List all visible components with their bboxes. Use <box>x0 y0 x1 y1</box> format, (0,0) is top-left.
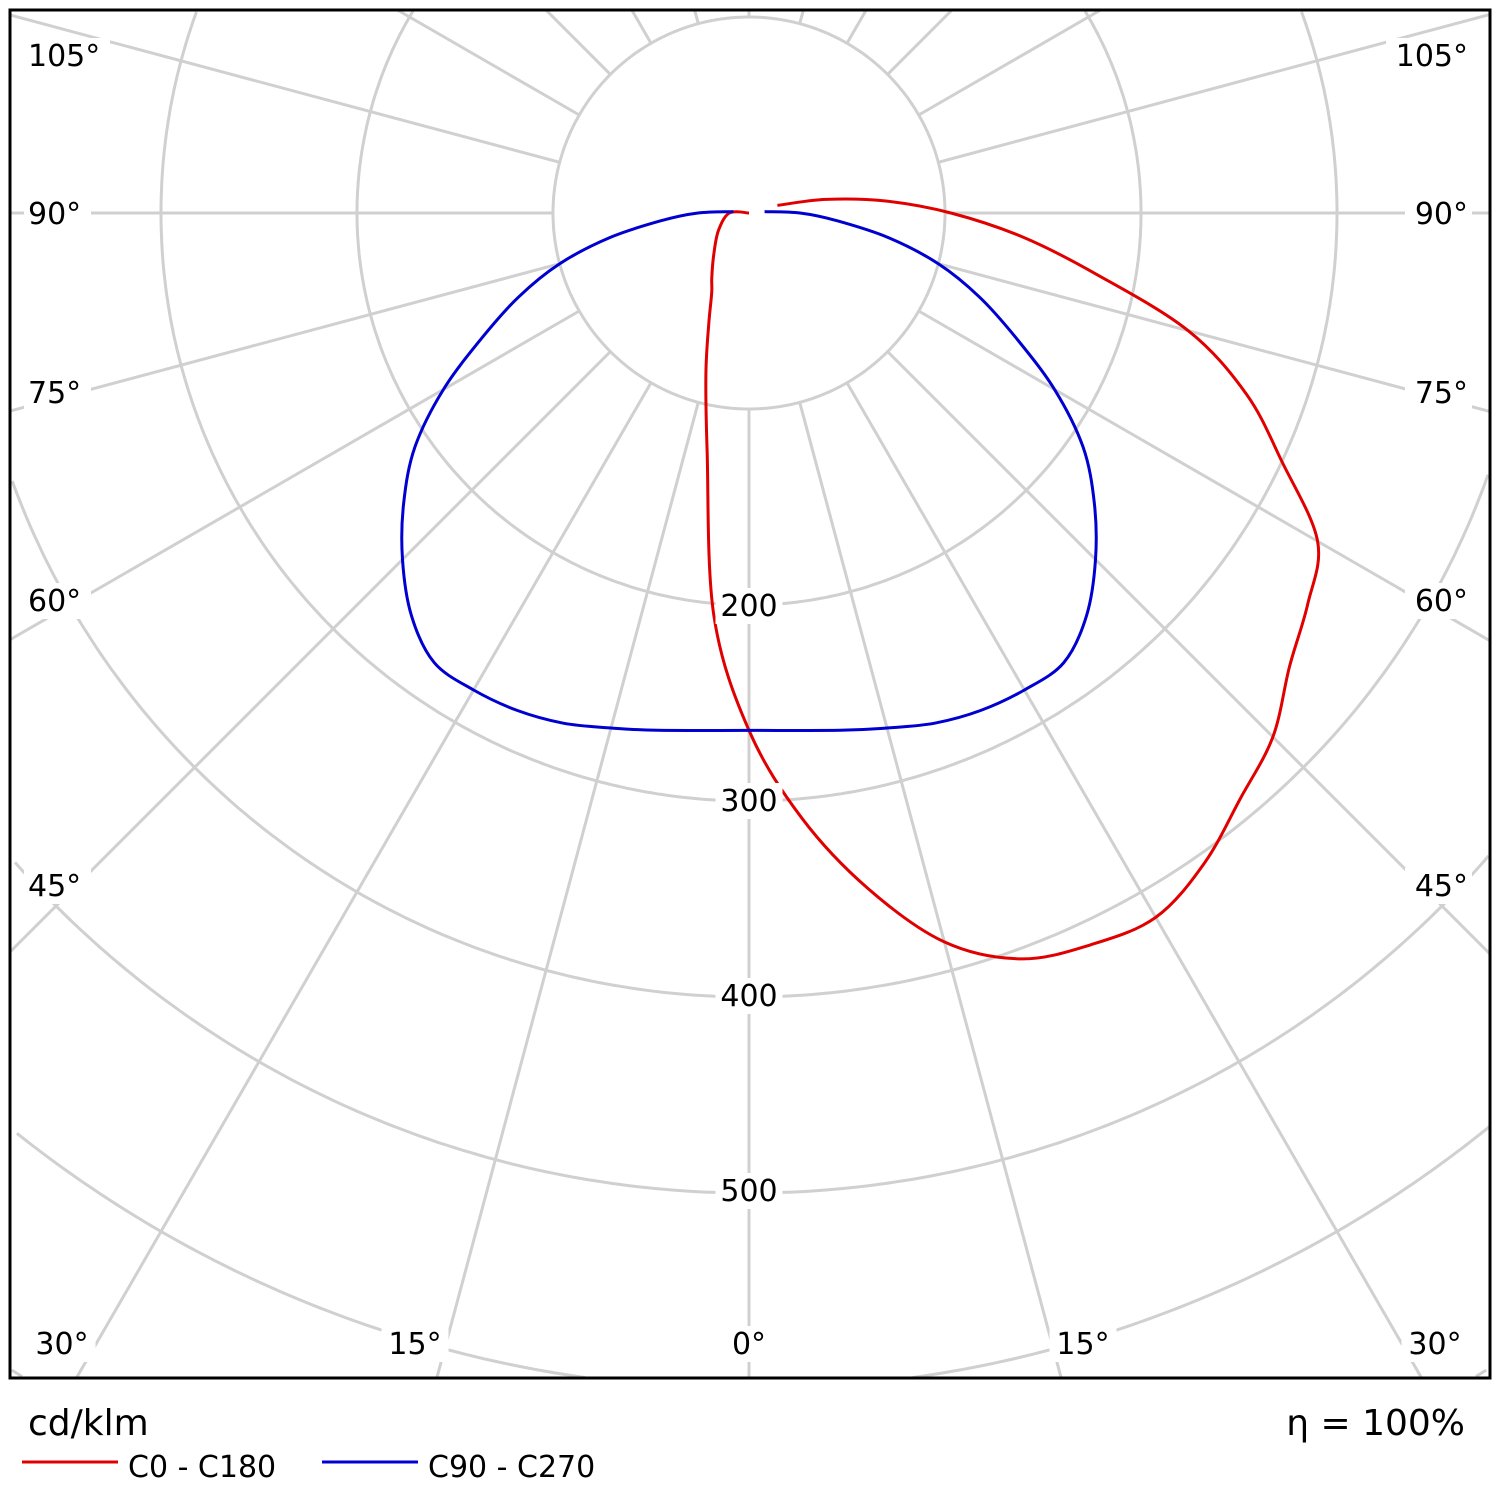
angle-label-right: 90° <box>1415 197 1468 232</box>
grid-spoke <box>845 10 868 45</box>
grid-spoke <box>10 262 561 413</box>
radial-tick-label: 500 <box>720 1174 777 1209</box>
angle-label-bottom: 15° <box>388 1327 441 1362</box>
angle-label-left: 90° <box>28 197 81 232</box>
angle-label-bottom-bg <box>381 1326 449 1362</box>
angle-label-right: 45° <box>1415 869 1468 904</box>
grid-spoke <box>10 13 561 164</box>
grid-ring-700 <box>11 1368 1487 1378</box>
angle-label-left-bg <box>24 196 91 232</box>
grid-ring-400 <box>10 474 1490 999</box>
grid-ring-200 <box>355 10 1143 607</box>
grid-spoke <box>917 10 1102 117</box>
efficiency-label: η = 100% <box>1286 1403 1465 1444</box>
angle-label-right-bg <box>1405 196 1472 232</box>
angle-label-bottom: 0° <box>732 1327 766 1362</box>
unit-label: cd/klm <box>28 1403 149 1444</box>
radial-tick-label-bg <box>715 783 783 819</box>
grid-spoke <box>75 381 653 1378</box>
angle-label-left-bg <box>24 583 91 619</box>
radial-tick-label-bg <box>715 1173 783 1209</box>
labels: 200 300 400 500 105° 105° 90° 90° 75° 75° 60° 60° 45… <box>24 38 1472 1362</box>
angle-label-left: 45° <box>28 869 81 904</box>
radial-tick-label: 200 <box>720 589 777 624</box>
grid-spoke <box>396 10 581 117</box>
grid-ring-500 <box>13 854 1490 1195</box>
grid-spoke <box>435 401 700 1378</box>
grid <box>10 10 1490 1378</box>
radial-tick-label-bg <box>715 978 783 1014</box>
grid-spoke <box>10 309 581 641</box>
angle-label-left-bg <box>24 868 91 904</box>
angle-label-right-bg <box>1405 375 1472 411</box>
grid-spoke <box>798 10 805 25</box>
grid-ring-300 <box>159 11 1339 803</box>
grid-spoke <box>845 381 1423 1378</box>
grid-spoke <box>544 10 612 76</box>
series-curve-0 <box>704 197 1321 961</box>
angle-label-left: 105° <box>28 39 100 74</box>
angle-label-bottom-bg <box>1401 1326 1469 1362</box>
angle-label-bottom: 15° <box>1056 1327 1109 1362</box>
series-curve-1 <box>400 210 1098 733</box>
angle-label-bottom-bg <box>1049 1326 1117 1362</box>
angle-label-left: 60° <box>28 584 81 619</box>
angle-label-right-bg <box>1386 38 1472 74</box>
grid-spoke <box>937 262 1490 414</box>
grid-spoke <box>886 10 954 76</box>
grid-spoke <box>10 350 612 954</box>
grid-spoke <box>886 350 1490 956</box>
radial-tick-label-bg <box>715 588 783 624</box>
grid-spoke <box>917 309 1490 643</box>
angle-label-right-bg <box>1405 868 1472 904</box>
angle-label-bottom-bg <box>725 1326 773 1362</box>
angle-label-left-bg <box>24 375 91 411</box>
angle-label-left-bg <box>24 38 110 74</box>
curves <box>400 197 1321 961</box>
angle-label-right: 75° <box>1415 376 1468 411</box>
radial-tick-label: 400 <box>720 979 777 1014</box>
grid-spoke <box>693 10 700 25</box>
angle-label-right-bg <box>1405 583 1472 619</box>
angle-label-bottom: 30° <box>35 1327 88 1362</box>
angle-label-left: 75° <box>28 376 81 411</box>
angle-label-right: 60° <box>1415 584 1468 619</box>
grid-spoke <box>630 10 653 45</box>
radial-tick-label: 300 <box>720 784 777 819</box>
angle-label-bottom-bg <box>28 1326 96 1362</box>
grid-spoke <box>798 401 1063 1378</box>
plot-frame <box>8 8 1492 1380</box>
grid-spoke <box>937 12 1490 164</box>
grid-ring-600 <box>15 1125 1490 1378</box>
legend-label-c0-c180: C0 - C180 <box>128 1450 276 1485</box>
legend-label-c90-c270: C90 - C270 <box>428 1450 595 1485</box>
angle-label-bottom: 30° <box>1408 1327 1461 1362</box>
angle-label-right: 105° <box>1396 39 1468 74</box>
